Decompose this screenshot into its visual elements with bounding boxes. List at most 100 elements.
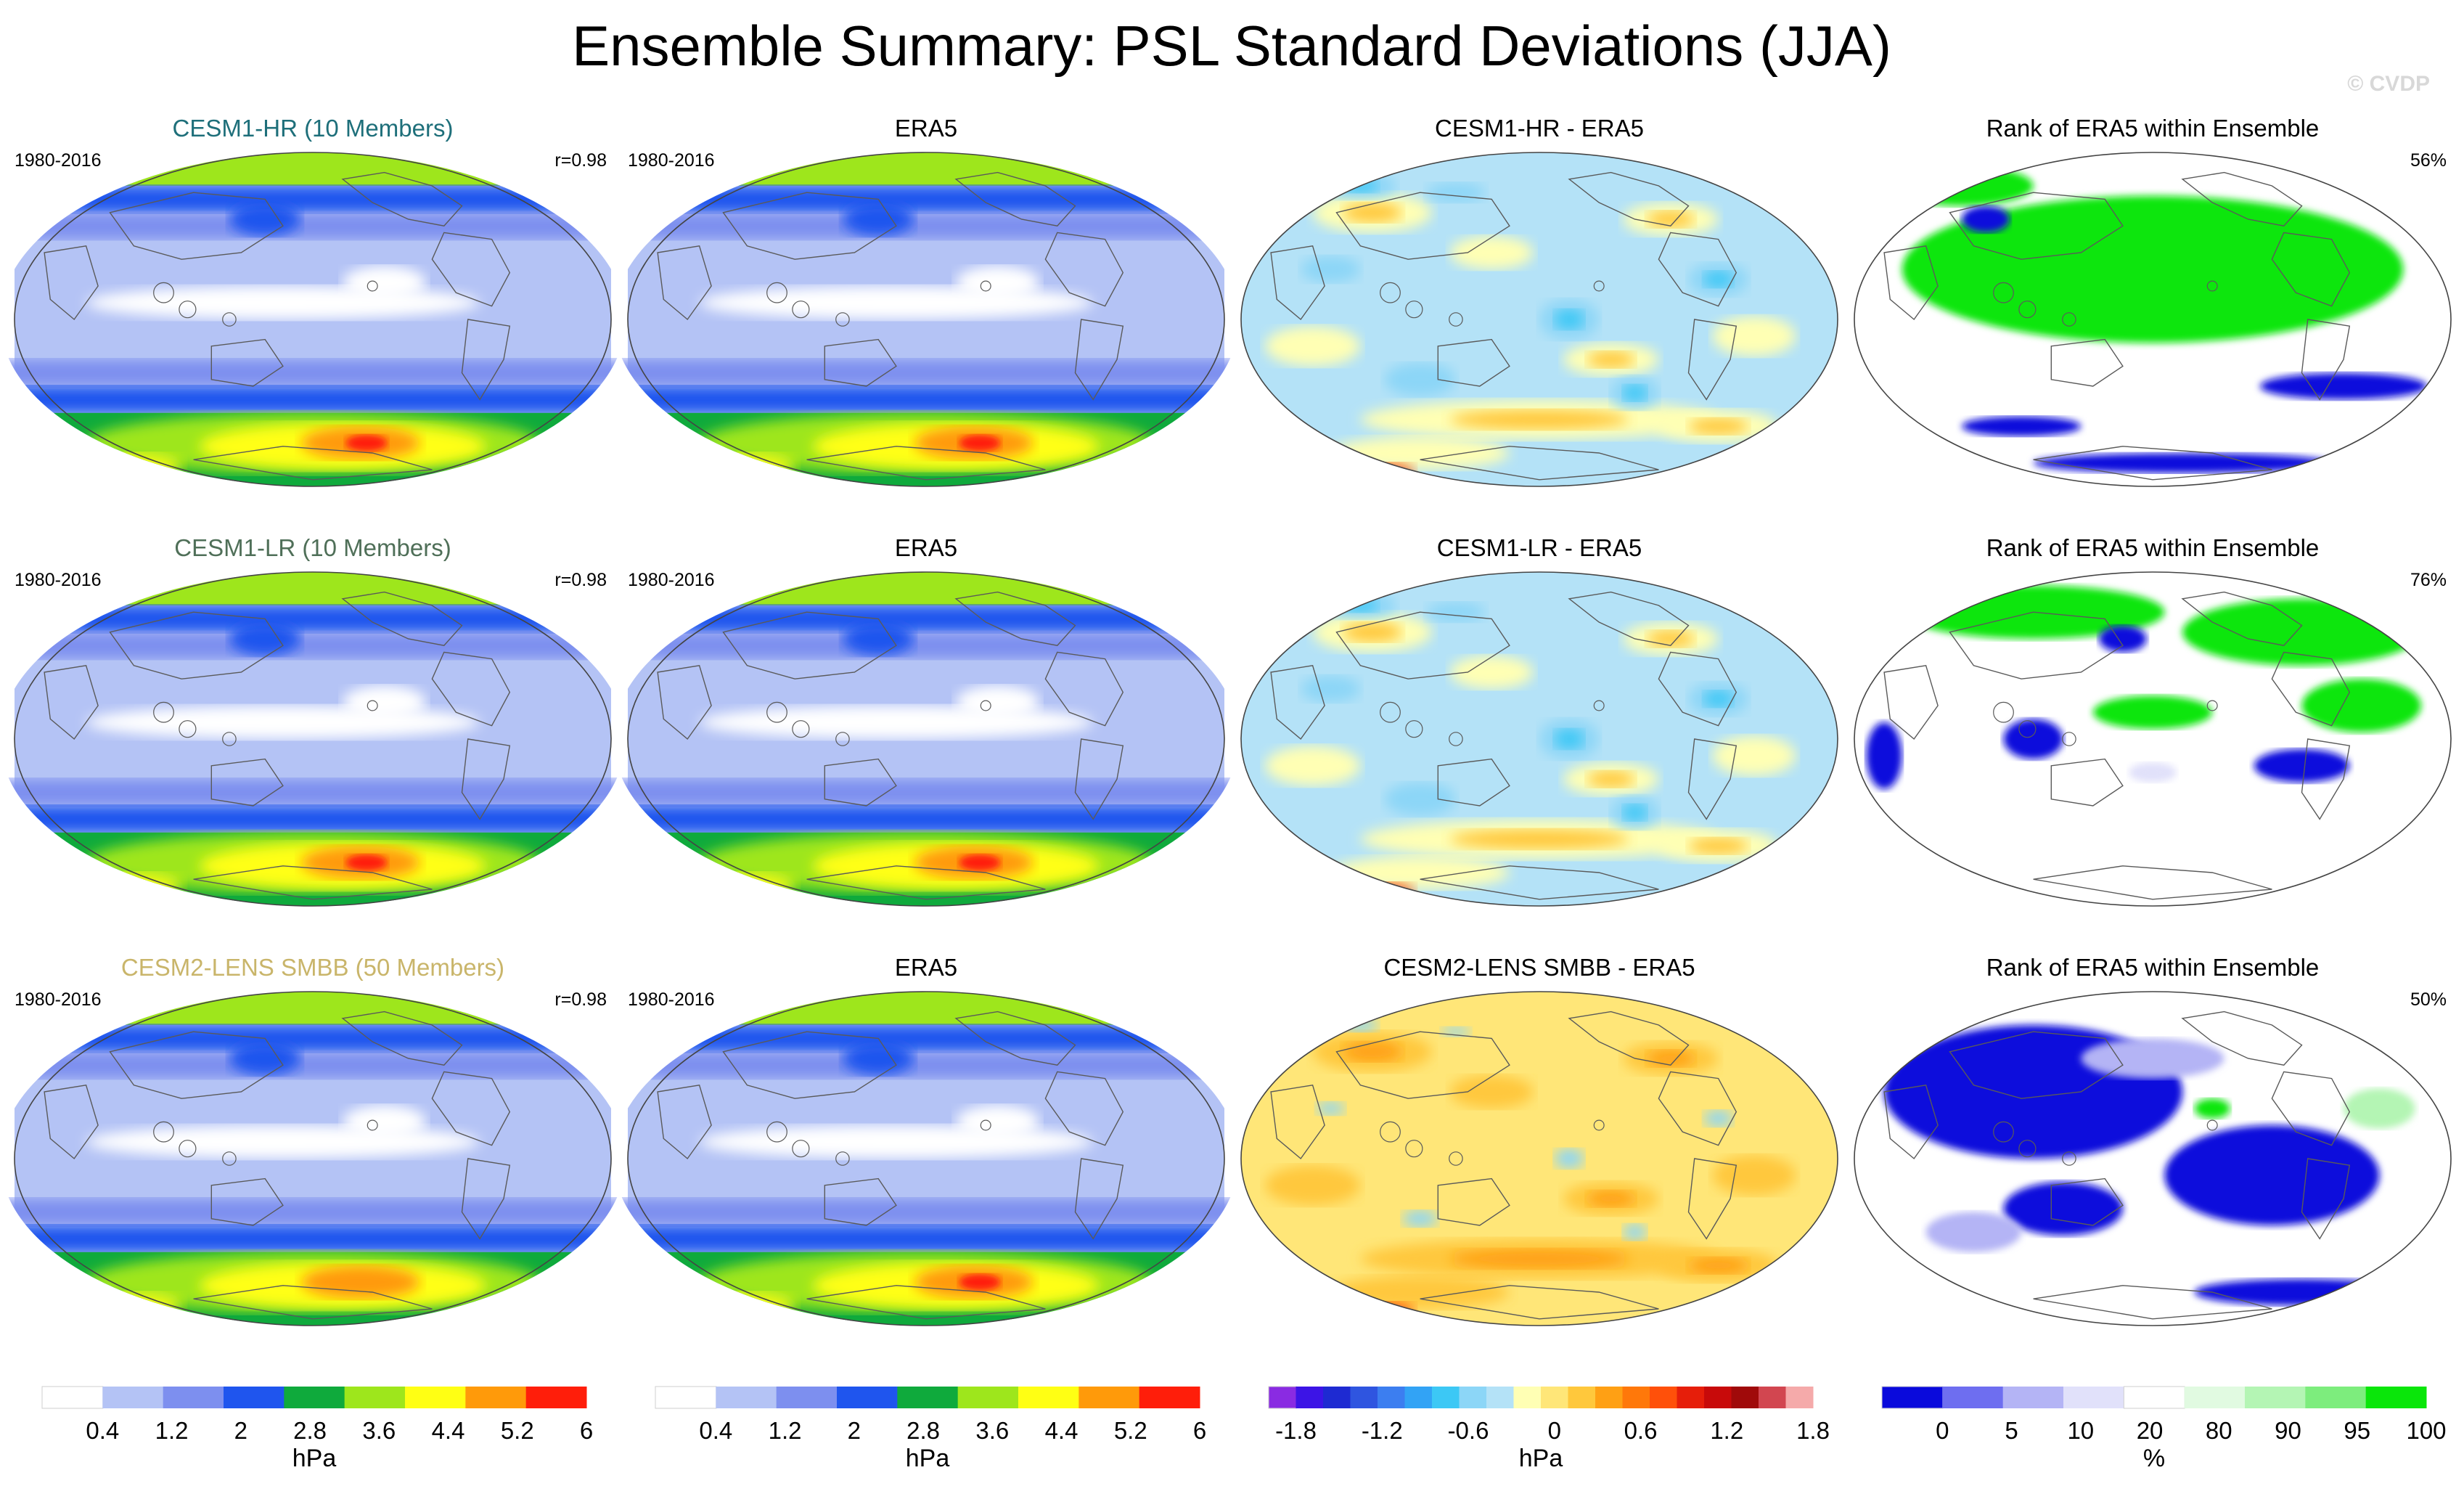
- coastline: [722, 192, 897, 260]
- coastline: [1074, 1158, 1124, 1240]
- panel-title: CESM2-LENS SMBB (50 Members): [121, 954, 504, 981]
- field-band: [0, 212, 626, 240]
- coastline: [1883, 1085, 1939, 1160]
- colorbar-swatch: [1731, 1387, 1759, 1408]
- colorbar-swatch: [1486, 1387, 1514, 1408]
- map-border: [1240, 991, 1838, 1326]
- field-band: [0, 1051, 626, 1079]
- coastline: [210, 1177, 284, 1226]
- panel-grid: CESM1-HR (10 Members) 1980-2016 r=0.98 ERA5…: [0, 115, 2452, 1326]
- colorbar-swatch: [1622, 1387, 1650, 1408]
- colorbar-swatch: [1568, 1387, 1596, 1408]
- panel-diff-row-3: CESM2-LENS SMBB - ERA5: [1240, 954, 1838, 1326]
- field-blob: [1449, 829, 1629, 849]
- panel-title: CESM1-LR (10 Members): [174, 534, 451, 561]
- colorbar-swatch: [2002, 1387, 2064, 1408]
- field-blob: [343, 685, 427, 719]
- island-outline: [1380, 701, 1401, 723]
- colorbar-swatch: [837, 1387, 898, 1408]
- colorbar-tick-label: 3.6: [975, 1417, 1009, 1444]
- map-field: [1241, 572, 1838, 906]
- panel-title: CESM1-HR - ERA5: [1435, 115, 1644, 142]
- field-blob: [2129, 762, 2177, 783]
- colorbar-tick-label: 0.4: [699, 1417, 732, 1444]
- map-border: [627, 991, 1225, 1326]
- field-blob: [1425, 602, 1486, 622]
- colorbar-swatch: [1350, 1387, 1378, 1408]
- colorbar-swatch: [465, 1387, 527, 1408]
- map-border: [627, 152, 1225, 487]
- colorbar-swatch: [1139, 1387, 1200, 1408]
- field-blob: [2254, 748, 2350, 783]
- island-outline: [835, 1151, 850, 1166]
- field-blob: [2099, 625, 2147, 653]
- field-band: [613, 1225, 1239, 1252]
- field-blob: [1712, 316, 1796, 356]
- field-band: [613, 386, 1239, 413]
- rank-percentage: 76%: [2410, 570, 2447, 590]
- colorbar-swatch: [1881, 1386, 1944, 1409]
- field-blob: [2344, 1088, 2415, 1129]
- colorbar-swatch: [1513, 1387, 1542, 1408]
- field-blob: [86, 706, 480, 739]
- field-blob: [229, 203, 301, 236]
- field-blob: [1264, 746, 1361, 786]
- island-outline: [792, 301, 810, 319]
- field-blob: [1425, 182, 1486, 203]
- map-field: [0, 152, 626, 486]
- field-blob: [675, 1292, 795, 1319]
- colorbar-swatch: [41, 1386, 104, 1409]
- field-blob: [2003, 1182, 2123, 1236]
- field-blob: [1449, 236, 1534, 269]
- island-outline: [222, 1151, 237, 1166]
- field-band: [613, 779, 1239, 806]
- coastline: [1074, 738, 1124, 820]
- coastline: [431, 651, 511, 727]
- field-band: [613, 1025, 1239, 1052]
- field-blob: [2259, 372, 2428, 400]
- coastline: [954, 591, 1076, 646]
- field-blob: [86, 1125, 480, 1159]
- island-outline: [1380, 1121, 1401, 1143]
- coastline: [109, 1031, 284, 1099]
- coastline: [1687, 1158, 1738, 1240]
- field-blob: [1646, 1050, 1695, 1067]
- coastline: [824, 1177, 897, 1226]
- field-band: [613, 632, 1239, 659]
- coastline: [193, 446, 433, 481]
- field-blob: [1587, 351, 1635, 368]
- colorbar-tick-label: 5: [2005, 1417, 2018, 1444]
- coastline: [806, 1285, 1046, 1320]
- coastline: [1949, 611, 2124, 679]
- field-blob: [1623, 804, 1647, 821]
- coastline: [1044, 232, 1124, 307]
- colorbar-tick-label: 1.2: [769, 1417, 802, 1444]
- colorbar-unit-label: hPa: [906, 1445, 950, 1472]
- coastline: [1883, 245, 1939, 321]
- field-blob: [229, 1042, 301, 1075]
- panel-model-row-1: CESM1-HR (10 Members) 1980-2016 r=0.98: [0, 115, 626, 487]
- field-band: [0, 386, 626, 413]
- colorbar-swatch: [1595, 1387, 1623, 1408]
- rank-percentage: 50%: [2410, 989, 2447, 1010]
- field-blob: [1384, 362, 1456, 396]
- colorbar-swatch: [1404, 1387, 1433, 1408]
- coastline: [109, 611, 284, 679]
- colorbar-tick-label: 20: [2137, 1417, 2164, 1444]
- colorbar-swatch: [284, 1387, 345, 1408]
- field-blob: [1712, 1155, 1796, 1196]
- field-blob: [956, 266, 1040, 300]
- map-border: [1854, 152, 2452, 487]
- field-blob: [1646, 211, 1695, 228]
- coastline: [193, 865, 433, 900]
- panel-rank-row-3: Rank of ERA5 within Ensemble 50%: [1854, 954, 2452, 1326]
- field-blob: [1623, 384, 1647, 401]
- field-blob: [959, 854, 1001, 871]
- colorbar-tick-label: 0.4: [86, 1417, 119, 1444]
- map-field: [1854, 152, 2451, 486]
- colorbar-unit-label: hPa: [1519, 1445, 1563, 1472]
- island-outline: [835, 312, 850, 327]
- field-blob: [1623, 1223, 1647, 1241]
- field-blob: [699, 1125, 1094, 1159]
